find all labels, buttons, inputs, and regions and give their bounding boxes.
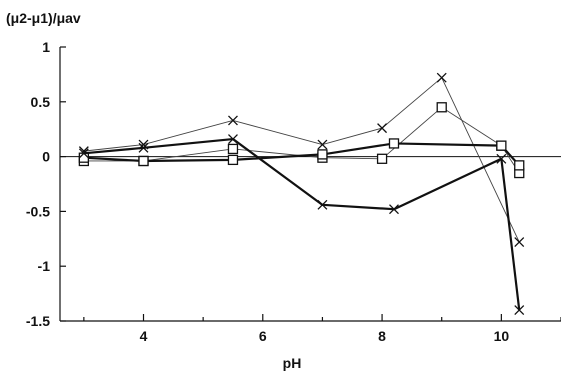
square-marker (78, 152, 90, 163)
x-marker (436, 72, 447, 83)
x-tick-label: 6 (259, 328, 267, 344)
x-marker (317, 199, 328, 210)
x-marker (514, 305, 525, 315)
x-tick-label: 4 (140, 328, 148, 344)
series-layer (78, 72, 525, 315)
square-marker (514, 160, 525, 171)
y-tick-label: 0 (42, 149, 50, 165)
y-tick-label: -1 (38, 258, 51, 274)
square-marker (388, 138, 400, 149)
square-marker (227, 143, 239, 155)
x-marker (496, 153, 507, 164)
series-line (83, 106, 520, 174)
axes: 1 0.5 0 -0.5 -1 -1.5 4 6 8 10 (26, 39, 561, 344)
series-2 (78, 102, 525, 179)
y-tick-label: 0.5 (31, 94, 51, 110)
x-marker (389, 204, 399, 215)
x-marker (514, 237, 525, 248)
series-1 (78, 72, 525, 248)
square-marker (227, 154, 239, 166)
y-tick-label: -1.5 (26, 313, 50, 329)
square-marker (496, 140, 507, 151)
x-marker (317, 139, 328, 150)
y-tick-label: -0.5 (26, 203, 50, 219)
x-tick-label: 10 (494, 328, 510, 344)
square-marker (317, 149, 328, 160)
series-3 (78, 138, 525, 171)
square-marker (436, 102, 447, 113)
x-tick-label: 8 (378, 328, 386, 344)
square-marker (376, 153, 388, 164)
square-marker (138, 155, 149, 167)
x-marker (78, 148, 89, 159)
x-marker (377, 123, 388, 134)
y-tick-label: 1 (42, 39, 50, 55)
x-axis-label: pH (283, 355, 302, 371)
x-marker (228, 134, 238, 145)
x-marker (138, 142, 149, 153)
series-4 (78, 134, 525, 315)
x-marker (228, 115, 238, 126)
y-axis-label: (μ2-μ1)/μav (6, 10, 81, 26)
series-line (83, 137, 521, 311)
